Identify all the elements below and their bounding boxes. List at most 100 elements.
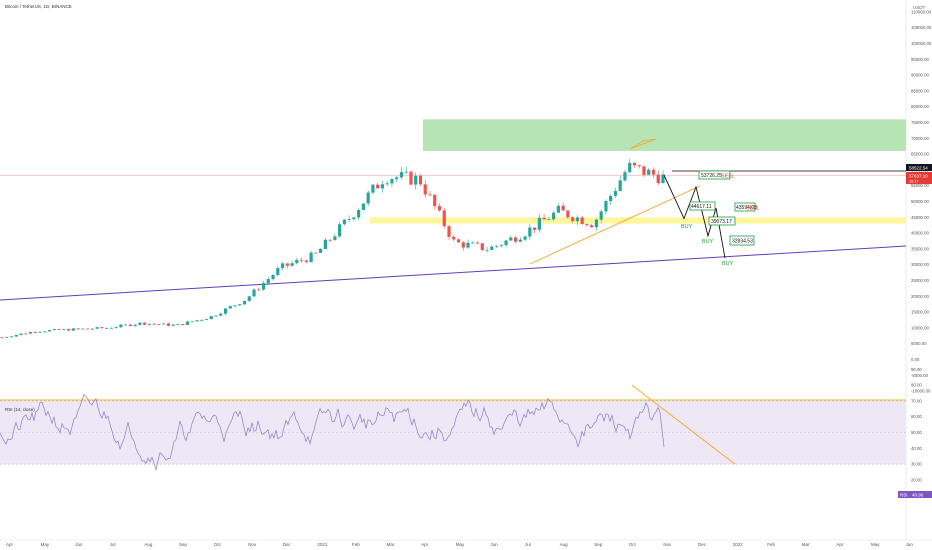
candle-body — [143, 322, 147, 325]
rsi-tick-label: 30.00 — [911, 462, 922, 467]
rsi-line — [0, 393, 665, 471]
candle-body — [57, 329, 61, 330]
candle-body — [314, 252, 318, 254]
candle-body — [552, 212, 556, 220]
candle-body — [380, 184, 385, 189]
buy3-label-box — [729, 235, 755, 246]
candle-body — [252, 289, 256, 297]
price-tag-red-subtext: 16:17 — [909, 180, 919, 184]
candle-body — [71, 328, 75, 331]
candle-body — [90, 328, 94, 330]
candle-body — [471, 242, 475, 244]
candle-body — [342, 219, 346, 225]
buy1-price: 44617.11 — [691, 204, 712, 210]
candle-body — [14, 334, 18, 337]
price-tag-red-text: 57637.10 — [909, 174, 928, 179]
candle-body — [561, 205, 565, 211]
candle-body — [414, 175, 418, 185]
sell2-price: 43594.03 — [736, 205, 757, 211]
price-tick-label: 35000.00 — [911, 246, 930, 251]
candle-body — [157, 324, 161, 325]
price-tick-label: 5000.00 — [911, 341, 927, 346]
candle-body — [62, 329, 66, 330]
time-tick-label: Jun — [906, 542, 914, 547]
candle-body — [319, 248, 323, 253]
price-tick-label: 70000.00 — [911, 136, 930, 141]
candle-body — [404, 171, 408, 173]
sell2-word: SELL — [746, 206, 759, 212]
candle-body — [523, 236, 527, 240]
time-tick-label: Dec — [283, 542, 292, 547]
candle-body — [204, 319, 209, 320]
candle-body — [347, 219, 351, 220]
price-tick-label: 95000.00 — [911, 57, 930, 62]
candle-body — [105, 327, 109, 329]
candle-body — [513, 237, 518, 242]
candle-body — [504, 240, 508, 246]
candle-body — [537, 217, 541, 230]
time-tick-label: Mar — [387, 542, 395, 547]
candle-body — [623, 172, 627, 181]
price-tick-label: 110000.00 — [911, 9, 932, 14]
symbol-title[interactable]: Bitcoin / TetherUS, 1D, BINANCE — [5, 4, 72, 9]
rsi-tick-label: 80.00 — [911, 383, 922, 388]
candle-body — [518, 239, 522, 242]
candle-body — [409, 171, 413, 185]
time-tick-label: Oct — [214, 542, 222, 547]
time-tick-label: Apr — [6, 542, 14, 547]
candle-body — [399, 172, 404, 178]
sell1-label-box — [698, 170, 731, 180]
candle-body — [43, 331, 47, 333]
candle-body — [604, 201, 608, 212]
buy2-word: BUY — [702, 239, 714, 245]
rsi-tick-label: 40.00 — [911, 446, 922, 451]
candle-body — [133, 324, 137, 326]
candle-body — [285, 263, 289, 266]
candle-body — [366, 192, 370, 204]
time-tick-label: Jul — [525, 542, 531, 547]
rsi-tag-name: RSI — [900, 493, 908, 498]
candle-body — [76, 328, 80, 330]
candle-body — [599, 211, 603, 220]
candle-body — [395, 177, 399, 180]
candle-body — [338, 224, 342, 237]
candle-body — [214, 315, 218, 317]
time-tick-label: 2022 — [733, 542, 744, 547]
candle-body — [209, 316, 213, 320]
buy2-price: 39073.17 — [711, 219, 732, 225]
candle-body — [261, 283, 266, 290]
time-tick-label: Apr — [836, 542, 844, 547]
candle-body — [5, 336, 9, 338]
candle-body — [247, 296, 251, 301]
price-tag-dark — [906, 164, 932, 171]
price-tick-label: 80000.00 — [911, 104, 930, 109]
candle-body — [528, 227, 532, 237]
price-tick-label: 30000.00 — [911, 262, 930, 267]
price-tag-dark-text: 58522.54 — [909, 166, 928, 171]
candle-body — [28, 332, 33, 334]
candle-body — [656, 174, 660, 184]
candle-body — [571, 217, 575, 222]
candle-body — [238, 304, 242, 306]
candle-body — [461, 242, 465, 248]
candle-body — [618, 180, 622, 191]
candle-body — [637, 165, 641, 167]
candle-body — [428, 194, 432, 196]
price-tick-label: 20000.00 — [911, 294, 930, 299]
candle-body — [85, 328, 90, 330]
candle-body — [609, 195, 613, 202]
candle-body — [547, 219, 551, 221]
candle-body — [200, 319, 204, 321]
candle-body — [594, 219, 599, 228]
time-tick-label: Apr — [421, 542, 429, 547]
time-tick-label: May — [871, 542, 880, 547]
time-tick-label: Jul — [110, 542, 116, 547]
candle-body — [590, 225, 594, 228]
time-tick-label: Feb — [352, 542, 360, 547]
candle-body — [494, 245, 499, 247]
rsi-indicator-label[interactable]: RSI (14, close) — [5, 407, 35, 412]
candle-body — [628, 162, 632, 173]
candle-body — [575, 217, 580, 222]
candle-body — [647, 169, 651, 175]
